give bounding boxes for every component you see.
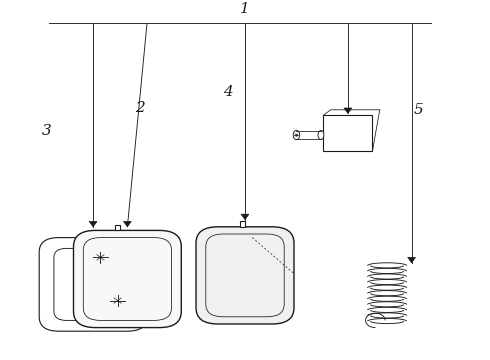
Polygon shape <box>344 108 352 113</box>
Ellipse shape <box>318 130 324 139</box>
Text: 2: 2 <box>135 101 145 115</box>
Polygon shape <box>408 257 416 263</box>
Polygon shape <box>241 214 249 220</box>
Polygon shape <box>89 221 97 227</box>
Polygon shape <box>123 221 131 227</box>
FancyBboxPatch shape <box>196 227 294 324</box>
Text: 1: 1 <box>240 2 250 16</box>
Bar <box>323 115 372 151</box>
Polygon shape <box>240 221 245 227</box>
Ellipse shape <box>293 130 300 140</box>
Text: 3: 3 <box>42 125 51 138</box>
Polygon shape <box>115 225 120 230</box>
FancyBboxPatch shape <box>39 238 147 331</box>
FancyBboxPatch shape <box>74 230 181 328</box>
Text: 4: 4 <box>223 85 233 99</box>
Text: 5: 5 <box>414 103 424 117</box>
